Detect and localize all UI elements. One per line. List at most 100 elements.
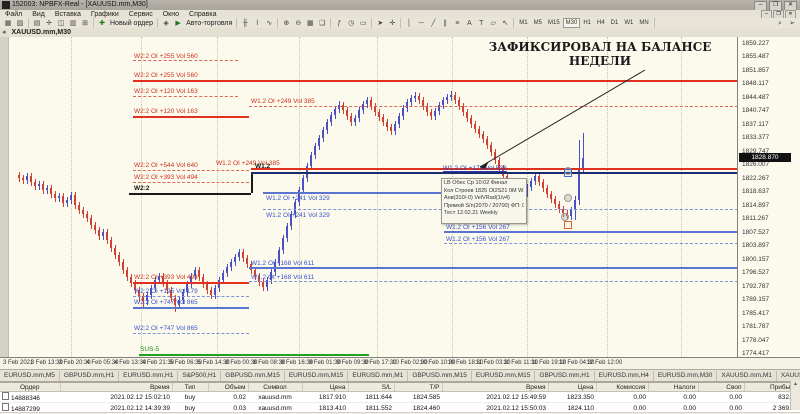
- timeframe-D1[interactable]: D1: [610, 20, 619, 26]
- terminal-icon[interactable]: ▥: [69, 19, 77, 27]
- orders-col-Ордер[interactable]: Ордер: [0, 383, 61, 392]
- zoom-in-icon[interactable]: ⊕: [283, 19, 290, 27]
- chart-tab[interactable]: EURUSD.mm,M5: [0, 371, 60, 381]
- orders-col-Комиссия[interactable]: Комиссия: [596, 383, 649, 392]
- terminal-scrollbar[interactable]: ▲: [790, 381, 800, 410]
- level-line: [133, 282, 249, 284]
- fibonacci-icon[interactable]: ≡: [455, 19, 460, 27]
- tooltip-line: Тест 12.02.21 Weekly: [444, 210, 498, 216]
- text-icon[interactable]: A: [466, 19, 472, 27]
- orders-col-Объем[interactable]: Объем: [208, 383, 249, 392]
- chart-tab[interactable]: EURUSD.mm,M15: [285, 371, 349, 381]
- menu-item-Окно[interactable]: Окно: [162, 10, 180, 18]
- tile-windows-icon[interactable]: ▦: [306, 19, 314, 27]
- orders-col-Время[interactable]: Время: [442, 383, 549, 392]
- collapse-arrow-icon[interactable]: ◂: [2, 29, 6, 36]
- time-axis[interactable]: 3 Feb 2021 3 Feb 13:30 3 Feb 20:30 4 Feb 05…: [0, 357, 800, 370]
- chart-tab[interactable]: GBPUSD.mm,M15: [221, 371, 285, 381]
- menu-item-Справка[interactable]: Справка: [189, 10, 217, 18]
- scroll-up-icon[interactable]: ▲: [793, 381, 798, 387]
- left-panel-splitter[interactable]: [0, 37, 8, 381]
- autotrading-icon[interactable]: ▶: [175, 19, 181, 27]
- chart-tab[interactable]: EURUSD.mm,H1: [119, 371, 179, 381]
- trendline-icon[interactable]: ╱: [431, 19, 436, 27]
- timeframe-H4[interactable]: H4: [597, 20, 605, 26]
- chart-tab[interactable]: EURUSD.mm,M15: [472, 371, 536, 381]
- orders-col-S/L[interactable]: S/L: [348, 383, 395, 392]
- orders-col-Своп[interactable]: Своп: [698, 383, 745, 392]
- strategy-tester-icon[interactable]: ⊞: [82, 19, 88, 27]
- menu-item-Сервис[interactable]: Сервис: [128, 10, 153, 18]
- timeframe-M15[interactable]: M15: [547, 20, 560, 26]
- navigator-icon[interactable]: ◫: [57, 19, 65, 27]
- bar-chart-icon[interactable]: ╫: [242, 19, 248, 27]
- profiles-icon[interactable]: ▨: [16, 19, 24, 27]
- templates-icon[interactable]: ▭: [359, 19, 367, 27]
- candle: [534, 176, 536, 181]
- candle: [562, 209, 564, 213]
- level-label: W1.2 OI +241 Vol 329: [266, 195, 330, 202]
- chart-tab[interactable]: EURUSD.mm,M1: [348, 371, 409, 381]
- new-order-icon[interactable]: ✚: [99, 19, 105, 27]
- menu-item-Файл[interactable]: Файл: [5, 10, 23, 18]
- orders-col-Цена[interactable]: Цена: [302, 383, 349, 392]
- indicators-icon[interactable]: ƒ: [337, 19, 342, 27]
- arrows-icon[interactable]: ↖: [502, 19, 509, 27]
- timeframe-M30[interactable]: M30: [562, 18, 581, 28]
- chart-tab[interactable]: EURUSD.mm,H4: [595, 371, 654, 381]
- market-watch-icon[interactable]: ▤: [33, 19, 41, 27]
- candle: [486, 139, 488, 145]
- chart-tab[interactable]: GBPUSD.mm,H1: [60, 371, 120, 381]
- candle: [454, 95, 456, 100]
- order-row[interactable]: 14887299 2021.02.12 14:39:39 buy 0.03 xauusd…: [0, 402, 800, 414]
- new-chart-icon[interactable]: ▦: [4, 19, 12, 27]
- autotrading-button[interactable]: Авто-торговля: [186, 19, 233, 27]
- timeframe-H1[interactable]: H1: [583, 20, 591, 26]
- timeframe-M1[interactable]: M1: [519, 20, 528, 26]
- menu-item-Графики[interactable]: Графики: [90, 10, 119, 18]
- timeframe-M5[interactable]: M5: [533, 20, 542, 26]
- chart-tab[interactable]: EURUSD.mm,M30: [654, 371, 718, 381]
- chart-tab[interactable]: GBPUSD.mm,M15: [408, 371, 472, 381]
- text-label-icon[interactable]: T: [479, 19, 484, 27]
- candlestick-chart-icon[interactable]: ⌇: [255, 19, 259, 27]
- timeframe-W1[interactable]: W1: [624, 20, 634, 26]
- channel-icon[interactable]: ∥: [443, 19, 448, 27]
- candle: [314, 146, 316, 155]
- candle: [370, 100, 372, 106]
- new-order-button[interactable]: Новый ордер: [110, 19, 154, 27]
- vertical-line-icon[interactable]: │: [407, 19, 412, 27]
- cascade-windows-icon[interactable]: ❏: [319, 19, 326, 27]
- quick-nav-icon[interactable]: ➢: [789, 19, 795, 27]
- order-row[interactable]: 14888346 2021.02.12 15:02:10 buy 0.02 xauusd…: [0, 391, 800, 403]
- crosshair-icon[interactable]: ✛: [389, 19, 396, 27]
- price-axis[interactable]: 1859.227 1855.487 1851.857 1848.117 1844.487…: [737, 37, 800, 357]
- chart-tab[interactable]: GBPUSD.mm,H1: [535, 371, 595, 381]
- candle: [474, 124, 476, 129]
- metaeditor-icon[interactable]: ◈: [163, 19, 169, 27]
- orders-col-Цена[interactable]: Цена: [548, 383, 597, 392]
- timeframe-MN[interactable]: MN: [639, 20, 649, 26]
- chart-tab[interactable]: S&P500,H1: [178, 371, 222, 381]
- chart-plot-area[interactable]: W2:2 OI +255 Vol 560 W2:2 OI +255 Vol 560…: [8, 37, 746, 357]
- chart-tab[interactable]: XAUUSD.mm,M5: [777, 371, 800, 381]
- search-icon[interactable]: ⌕: [778, 19, 782, 27]
- menu-item-Вид[interactable]: Вид: [32, 10, 45, 18]
- zoom-out-icon[interactable]: ⊖: [295, 19, 302, 27]
- menu-item-Вставка[interactable]: Вставка: [54, 10, 81, 18]
- candle: [242, 252, 244, 258]
- chart-tab[interactable]: XAUUSD.mm,M1: [717, 371, 777, 381]
- candle: [290, 214, 292, 226]
- orders-col-Время[interactable]: Время: [60, 383, 173, 392]
- cursor-icon[interactable]: ➤: [377, 19, 384, 27]
- horizontal-line-icon[interactable]: ─: [418, 19, 424, 27]
- data-window-icon[interactable]: ✛: [46, 19, 52, 27]
- orders-col-Налоги[interactable]: Налоги: [648, 383, 699, 392]
- orders-col-Символ[interactable]: Символ: [248, 383, 303, 392]
- periods-icon[interactable]: ◷: [348, 19, 355, 27]
- orders-col-T/P[interactable]: T/P: [394, 383, 443, 392]
- shapes-icon[interactable]: ▱: [490, 19, 496, 27]
- orders-col-Тип[interactable]: Тип: [172, 383, 209, 392]
- line-chart-icon[interactable]: ∿: [266, 19, 273, 27]
- order-cell: buy: [172, 391, 208, 403]
